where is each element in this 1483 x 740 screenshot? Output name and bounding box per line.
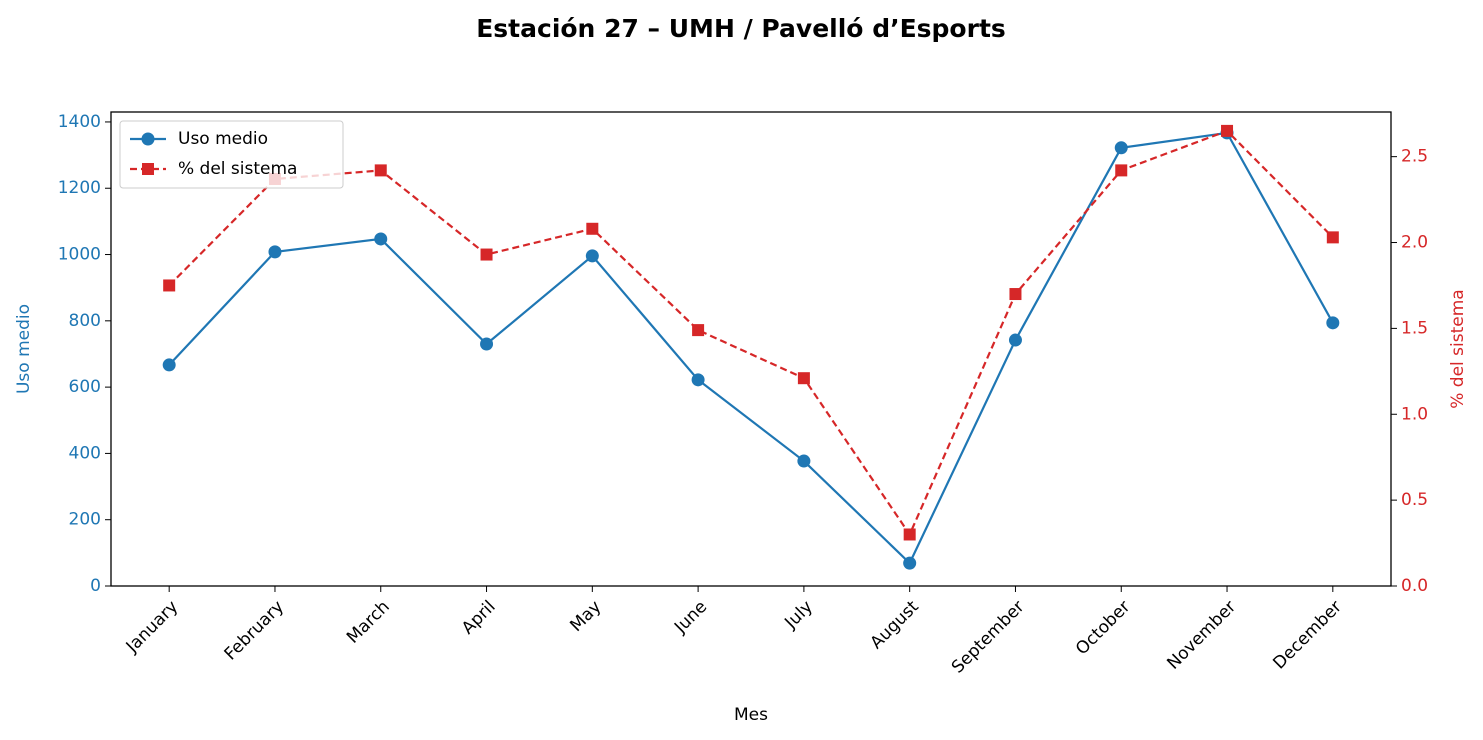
y2-tick-label: 1.0: [1401, 404, 1428, 424]
x-tick-label: March: [343, 597, 394, 648]
y-tick-label: 800: [69, 311, 101, 331]
x-tick-label: July: [780, 597, 816, 633]
marker: [903, 556, 917, 570]
legend-marker: [142, 163, 154, 175]
marker: [1221, 124, 1234, 137]
x-tick-label: September: [948, 597, 1029, 678]
x-tick-label: January: [122, 597, 182, 657]
legend: Uso medio % del sistema: [119, 120, 344, 189]
x-axis-label: Mes: [734, 705, 768, 725]
legend-label: % del sistema: [178, 159, 297, 179]
y2-tick-label: 2.5: [1401, 147, 1428, 167]
y-tick-label: 0: [90, 576, 101, 596]
y-axis-label: Uso medio: [14, 304, 34, 394]
chart-title: Estación 27 – UMH / Pavelló d’Esports: [476, 14, 1006, 43]
legend-label: Uso medio: [178, 129, 268, 149]
x-tick-label: April: [458, 597, 500, 639]
y-tick-label: 600: [69, 377, 101, 397]
marker: [692, 324, 705, 337]
y2-tick-label: 1.5: [1401, 318, 1428, 338]
marker: [480, 248, 493, 261]
marker: [903, 528, 916, 541]
marker: [1008, 333, 1022, 347]
y-tick-label: 1000: [58, 245, 101, 265]
y-tick-label: 400: [69, 443, 101, 463]
marker: [268, 245, 282, 259]
y2-axis-label: % del sistema: [1448, 289, 1468, 408]
y-tick-label: 1200: [58, 178, 101, 198]
marker: [1326, 316, 1340, 330]
marker: [1115, 164, 1128, 177]
x-tick-label: February: [221, 597, 288, 664]
marker: [797, 372, 810, 385]
line: [168, 131, 1334, 565]
marker: [691, 373, 705, 387]
y-tick-label: 200: [69, 510, 101, 530]
plot-frame: [110, 111, 1392, 587]
marker: [480, 337, 494, 351]
x-tick-label: November: [1163, 597, 1240, 674]
line: [168, 129, 1334, 537]
y2-tick-label: 0.0: [1401, 576, 1428, 596]
marker: [586, 222, 599, 235]
marker: [163, 279, 176, 292]
marker: [1009, 288, 1022, 301]
y2-tick-label: 2.0: [1401, 233, 1428, 253]
marker: [1326, 231, 1339, 244]
y-tick-label: 1400: [58, 112, 101, 132]
x-tick-label: May: [566, 597, 605, 636]
marker: [162, 358, 176, 372]
marker: [797, 454, 811, 468]
marker: [374, 232, 388, 246]
legend-marker: [141, 132, 155, 146]
x-tick-label: October: [1072, 597, 1134, 659]
x-tick-label: June: [670, 597, 711, 638]
marker: [374, 164, 387, 177]
x-tick-label: August: [867, 597, 923, 653]
y2-tick-label: 0.5: [1401, 490, 1428, 510]
marker: [585, 249, 599, 263]
legend-box: [119, 120, 344, 189]
marker: [1114, 141, 1128, 155]
x-tick-label: December: [1269, 597, 1345, 673]
